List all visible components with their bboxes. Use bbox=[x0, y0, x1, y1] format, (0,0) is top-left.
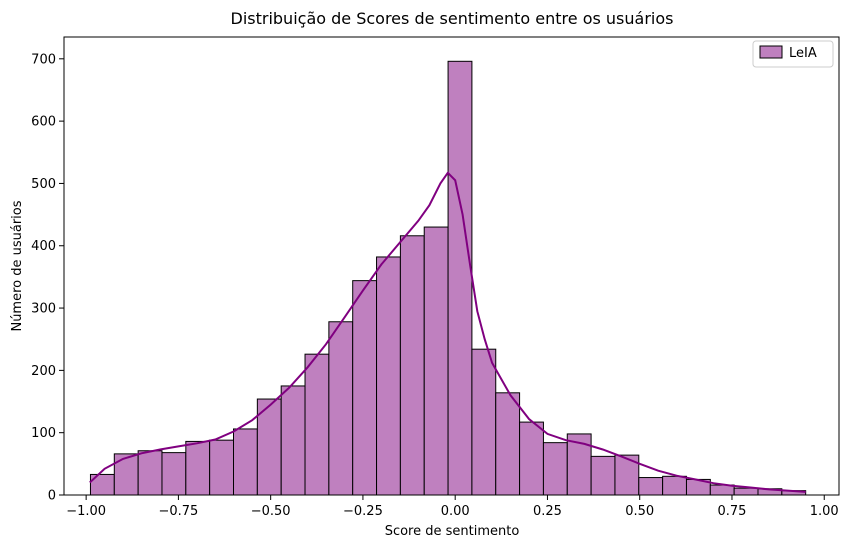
legend: LeIA bbox=[752, 40, 834, 68]
histogram-bar bbox=[280, 385, 306, 496]
x-tick-label: −0.50 bbox=[251, 504, 291, 519]
histogram-bar bbox=[709, 484, 735, 496]
x-tick-label: 0.25 bbox=[533, 504, 562, 519]
histogram-bar bbox=[423, 226, 449, 496]
histogram-bar bbox=[209, 439, 235, 496]
x-tick-label: 0.75 bbox=[717, 504, 746, 519]
histogram-bar bbox=[399, 235, 425, 496]
histogram-bar bbox=[185, 440, 211, 496]
y-tick-label: 700 bbox=[31, 52, 56, 67]
x-tick-label: −0.75 bbox=[158, 504, 198, 519]
y-tick-label: 500 bbox=[31, 177, 56, 192]
x-axis-label: Score de sentimento bbox=[385, 524, 520, 539]
histogram-bar bbox=[161, 452, 187, 496]
histogram-bar bbox=[113, 453, 139, 496]
histogram-bar bbox=[519, 421, 544, 496]
x-tick-label: 0.00 bbox=[441, 504, 470, 519]
y-tick-label: 100 bbox=[31, 426, 56, 441]
histogram-bar bbox=[495, 392, 521, 496]
histogram-bar bbox=[137, 450, 163, 496]
chart-title: Distribuição de Scores de sentimento ent… bbox=[231, 9, 674, 28]
histogram-bar bbox=[328, 321, 354, 496]
histogram-bar bbox=[542, 442, 568, 496]
histogram-bar bbox=[233, 428, 258, 496]
histogram-bar bbox=[662, 475, 687, 496]
x-tick-label: −1.00 bbox=[66, 504, 106, 519]
histogram-bar bbox=[638, 477, 664, 496]
histogram-bar bbox=[590, 455, 616, 496]
x-tick-label: 0.50 bbox=[625, 504, 654, 519]
histogram-bar bbox=[471, 348, 497, 496]
x-tick-label: 1.00 bbox=[810, 504, 839, 519]
x-tick-label: −0.25 bbox=[343, 504, 383, 519]
y-tick-label: 400 bbox=[31, 239, 56, 254]
y-tick-label: 200 bbox=[31, 364, 56, 379]
y-tick-label: 0 bbox=[48, 489, 56, 504]
axes-group: −1.00 −0.75 −0.50 −0.25 0.00 0.25 0.50 0.75 1.00… bbox=[31, 52, 839, 519]
legend-swatch bbox=[759, 45, 783, 59]
y-tick-label: 300 bbox=[31, 302, 56, 317]
histogram-bar bbox=[376, 256, 401, 496]
kde-line bbox=[89, 171, 806, 493]
plot-frame bbox=[63, 36, 840, 496]
y-axis-label: Número de usuários bbox=[10, 200, 25, 331]
histogram-bar bbox=[733, 487, 759, 496]
histogram-bar bbox=[447, 60, 473, 496]
histogram-bar bbox=[304, 353, 330, 496]
legend-label: LeIA bbox=[789, 46, 817, 61]
y-tick-label: 600 bbox=[31, 115, 56, 130]
histogram-bar bbox=[352, 280, 378, 496]
bars-group bbox=[89, 60, 807, 496]
